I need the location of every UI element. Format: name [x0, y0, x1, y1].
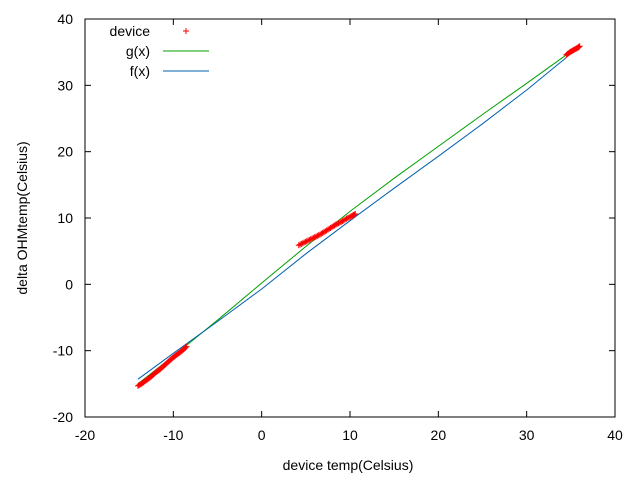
- data-point: [346, 214, 353, 221]
- data-point: [335, 220, 342, 227]
- data-point: [334, 220, 341, 227]
- y-tick-label: -10: [53, 343, 73, 359]
- legend-label: device: [110, 23, 151, 39]
- data-point: [297, 241, 304, 248]
- data-point: [314, 232, 321, 239]
- legend-marker-swatch: [183, 28, 189, 34]
- x-axis-label: device temp(Celsius): [283, 457, 414, 473]
- y-tick-label: 30: [57, 77, 73, 93]
- data-point: [307, 236, 314, 243]
- data-point: [298, 240, 305, 247]
- y-axis-label: delta OHMtemp(Celsius): [14, 141, 30, 294]
- axis-ticks: -20 -10 0 10 20 30 40 -20 -10 0 10 20 30 40: [53, 11, 623, 443]
- data-point: [352, 211, 359, 218]
- legend-label: f(x): [130, 63, 150, 79]
- y-tick-label: -20: [53, 409, 73, 425]
- data-point: [331, 222, 338, 229]
- series-lines: [137, 54, 567, 385]
- data-point: [576, 43, 583, 50]
- y-tick-label: 40: [57, 11, 73, 27]
- data-point: [295, 242, 302, 249]
- x-tick-label: -10: [163, 427, 183, 443]
- legend-label: g(x): [126, 43, 150, 59]
- data-point: [311, 234, 318, 241]
- x-tick-label: -20: [75, 427, 95, 443]
- data-point: [309, 235, 316, 242]
- x-tick-label: 30: [519, 427, 535, 443]
- data-point: [332, 221, 339, 228]
- data-point: [310, 234, 317, 241]
- y-tick-label: 0: [65, 276, 73, 292]
- x-tick-label: 20: [431, 427, 447, 443]
- x-tick-label: 0: [258, 427, 266, 443]
- y-tick-label: 10: [57, 210, 73, 226]
- data-point: [301, 239, 308, 246]
- data-point: [299, 240, 306, 247]
- series-line-fx: [137, 57, 567, 380]
- x-tick-label: 40: [607, 427, 623, 443]
- data-point: [306, 236, 313, 243]
- data-point: [342, 216, 349, 223]
- data-point: [336, 219, 343, 226]
- data-point: [302, 238, 309, 245]
- data-point: [303, 238, 310, 245]
- data-point: [344, 215, 351, 221]
- data-point: [305, 237, 312, 244]
- series-points: [135, 43, 583, 389]
- x-tick-label: 10: [342, 427, 358, 443]
- legend: device g(x) f(x): [110, 23, 209, 79]
- data-point: [183, 343, 190, 350]
- data-point: [315, 232, 322, 239]
- data-point: [312, 233, 319, 240]
- data-point: [343, 215, 350, 222]
- y-tick-label: 20: [57, 144, 73, 160]
- data-point: [182, 344, 189, 351]
